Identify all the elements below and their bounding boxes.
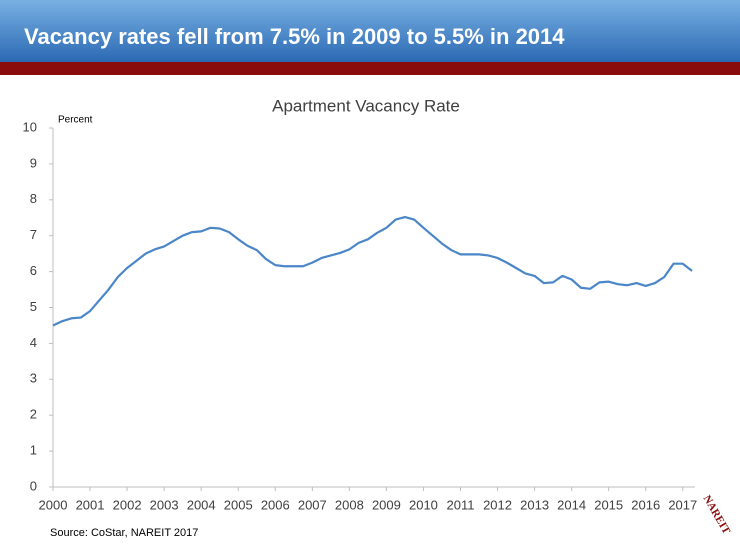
y-axis-label: Percent [58,115,93,126]
y-tick-label: 0 [30,478,37,493]
x-tick-label: 2007 [298,497,327,512]
slide-title: Vacancy rates fell from 7.5% in 2009 to … [24,24,565,49]
x-tick-label: 2002 [113,497,142,512]
x-tick-label: 2009 [372,497,401,512]
x-tick-label: 2005 [224,497,253,512]
y-tick-label: 8 [30,191,37,206]
x-tick-label: 2011 [447,497,475,512]
x-tick-label: 2015 [594,497,623,512]
y-tick-label: 3 [30,371,37,386]
y-tick-label: 4 [30,335,37,350]
x-tick-label: 2012 [483,497,512,512]
y-tick-label: 6 [30,263,37,278]
x-tick-label: 2016 [631,497,660,512]
y-tick-label: 7 [30,227,37,242]
x-tick-label: 2010 [409,497,438,512]
header-band [0,0,740,62]
x-tick-label: 2014 [557,497,586,512]
x-tick-label: 2017 [668,497,697,512]
x-tick-label: 2013 [520,497,549,512]
x-tick-label: 2004 [187,497,216,512]
source: Source: CoStar, NAREIT 2017 [50,527,198,539]
logo: NAREIT [701,493,733,537]
y-tick-label: 2 [30,407,37,422]
y-tick-label: 1 [30,443,37,458]
y-tick-label: 9 [30,155,37,170]
chart-title: Apartment Vacancy Rate [272,96,460,115]
header-stripe [0,62,740,75]
x-tick-label: 2000 [39,497,68,512]
data-line [52,215,693,327]
x-tick-label: 2003 [150,497,179,512]
y-tick-label: 10 [23,119,37,134]
x-tick-label: 2006 [261,497,290,512]
y-tick-label: 5 [30,299,37,314]
x-tick-label: 2008 [335,497,364,512]
x-tick-label: 2001 [76,497,105,512]
